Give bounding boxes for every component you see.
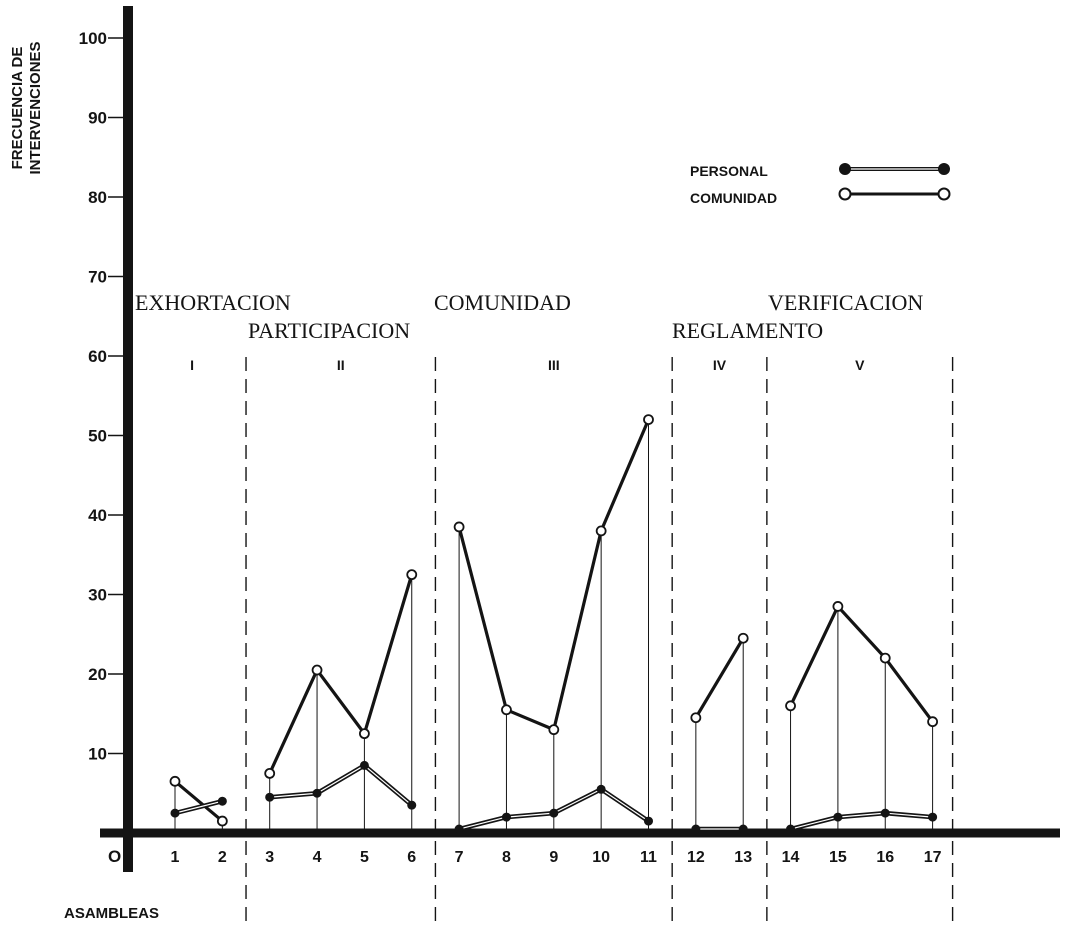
series-line-personal-inner — [174, 800, 223, 814]
x-tick-label: 1 — [171, 849, 180, 866]
series-line-comunidad — [694, 637, 745, 719]
y-tick-label: 30 — [88, 586, 107, 605]
point-comunidad — [737, 632, 749, 644]
point-comunidad — [311, 664, 323, 676]
x-tick-label: 4 — [313, 849, 322, 866]
y-axis-label: INTERVENCIONES — [27, 41, 44, 174]
x-tick-label: 14 — [782, 849, 800, 866]
x-tick-label: 12 — [687, 849, 705, 866]
legend-swatch-personal — [839, 163, 950, 175]
stage-title-verificacion: VERIFICACION — [768, 290, 923, 315]
y-axis-label: FRECUENCIA DE — [9, 47, 26, 170]
legend: PERSONAL COMUNIDAD — [690, 163, 951, 206]
point-personal — [407, 800, 417, 810]
x-tick-label: 11 — [640, 849, 657, 866]
point-personal — [454, 824, 464, 834]
series-line-personal — [269, 763, 414, 807]
y-tick-label: 70 — [88, 268, 107, 287]
y-tick-label: 50 — [88, 427, 107, 446]
point-personal — [170, 808, 180, 818]
stage-numeral: IV — [713, 357, 727, 373]
legend-label-comunidad: COMUNIDAD — [690, 190, 777, 206]
point-comunidad — [264, 767, 276, 779]
x-axis: 1 2 3 4 5 6 7 8 9 10 11 12 13 14 15 16 17 — [100, 828, 1060, 866]
series-comunidad — [169, 414, 938, 827]
point-personal — [928, 812, 938, 822]
y-tick-label: 10 — [88, 745, 107, 764]
x-tick-label: 9 — [549, 849, 558, 866]
point-comunidad — [216, 815, 228, 827]
point-comunidad — [879, 652, 891, 664]
y-tick-label: 100 — [79, 29, 107, 48]
point-comunidad — [169, 775, 181, 787]
stage-dividers — [245, 357, 954, 926]
point-personal — [833, 812, 843, 822]
legend-label-personal: PERSONAL — [690, 163, 768, 179]
point-comunidad — [927, 716, 938, 728]
stage-numeral: II — [337, 357, 345, 373]
x-tick-label: 16 — [876, 849, 894, 866]
point-personal — [880, 808, 890, 818]
x-tick-label: 15 — [829, 849, 847, 866]
point-personal — [738, 824, 748, 834]
point-personal — [501, 812, 511, 822]
series-line-comunidad — [457, 418, 650, 732]
point-personal — [644, 816, 653, 826]
x-axis-label: ASAMBLEAS — [64, 905, 159, 922]
x-tick-label: 3 — [265, 849, 274, 866]
y-tick-label: 60 — [88, 347, 107, 366]
y-tick-label: 80 — [88, 188, 107, 207]
point-personal — [549, 808, 559, 818]
x-tick-label: 2 — [218, 849, 227, 866]
stage-title-reglamento: REGLAMENTO — [672, 318, 823, 343]
series-line-comunidad — [268, 574, 414, 775]
series-line-personal-inner — [269, 764, 413, 806]
point-comunidad — [548, 724, 560, 736]
y-tick-label: 20 — [88, 665, 107, 684]
point-comunidad — [358, 728, 370, 740]
legend-swatch-comunidad — [838, 187, 951, 201]
point-comunidad — [690, 712, 702, 724]
x-tick-label: 17 — [924, 849, 942, 866]
series-line-comunidad — [789, 604, 934, 723]
x-tick-label: 5 — [360, 849, 369, 866]
x-tick-label: 13 — [734, 849, 752, 866]
point-comunidad — [785, 700, 796, 712]
stage-title-comunidad: COMUNIDAD — [434, 290, 571, 315]
point-personal — [691, 824, 701, 834]
point-comunidad — [643, 414, 654, 426]
point-personal — [265, 792, 275, 802]
origin-label: O — [108, 847, 121, 866]
x-tick-label: 6 — [407, 849, 416, 866]
series-line-personal-inner — [790, 812, 933, 830]
point-personal — [596, 784, 606, 794]
point-comunidad — [832, 601, 844, 612]
stage-title-exhortacion: EXHORTACION — [135, 290, 291, 315]
stage-numerals: I II III IV V — [190, 357, 865, 373]
y-tick-label: 40 — [88, 506, 107, 525]
y-tick-label: 90 — [88, 109, 107, 128]
stage-title-participacion: PARTICIPACION — [248, 318, 410, 343]
point-comunidad — [406, 569, 418, 581]
x-tick-label: 7 — [455, 849, 464, 866]
stage-numeral: V — [855, 357, 865, 373]
stage-numeral: I — [190, 357, 194, 373]
series-line-comunidad — [173, 780, 224, 823]
point-personal — [786, 824, 796, 834]
point-personal — [217, 796, 227, 806]
stage-numeral: III — [548, 357, 560, 373]
series-personal — [170, 760, 938, 834]
y-axis: 10 20 30 40 50 60 70 80 90 100 — [79, 6, 133, 872]
x-tick-label: 10 — [592, 849, 610, 866]
point-comunidad — [453, 521, 465, 533]
point-comunidad — [595, 525, 607, 537]
point-personal — [312, 788, 322, 798]
point-personal — [359, 760, 369, 770]
point-comunidad — [501, 704, 512, 716]
x-tick-label: 8 — [502, 849, 511, 866]
value-drop-lines — [174, 419, 934, 833]
